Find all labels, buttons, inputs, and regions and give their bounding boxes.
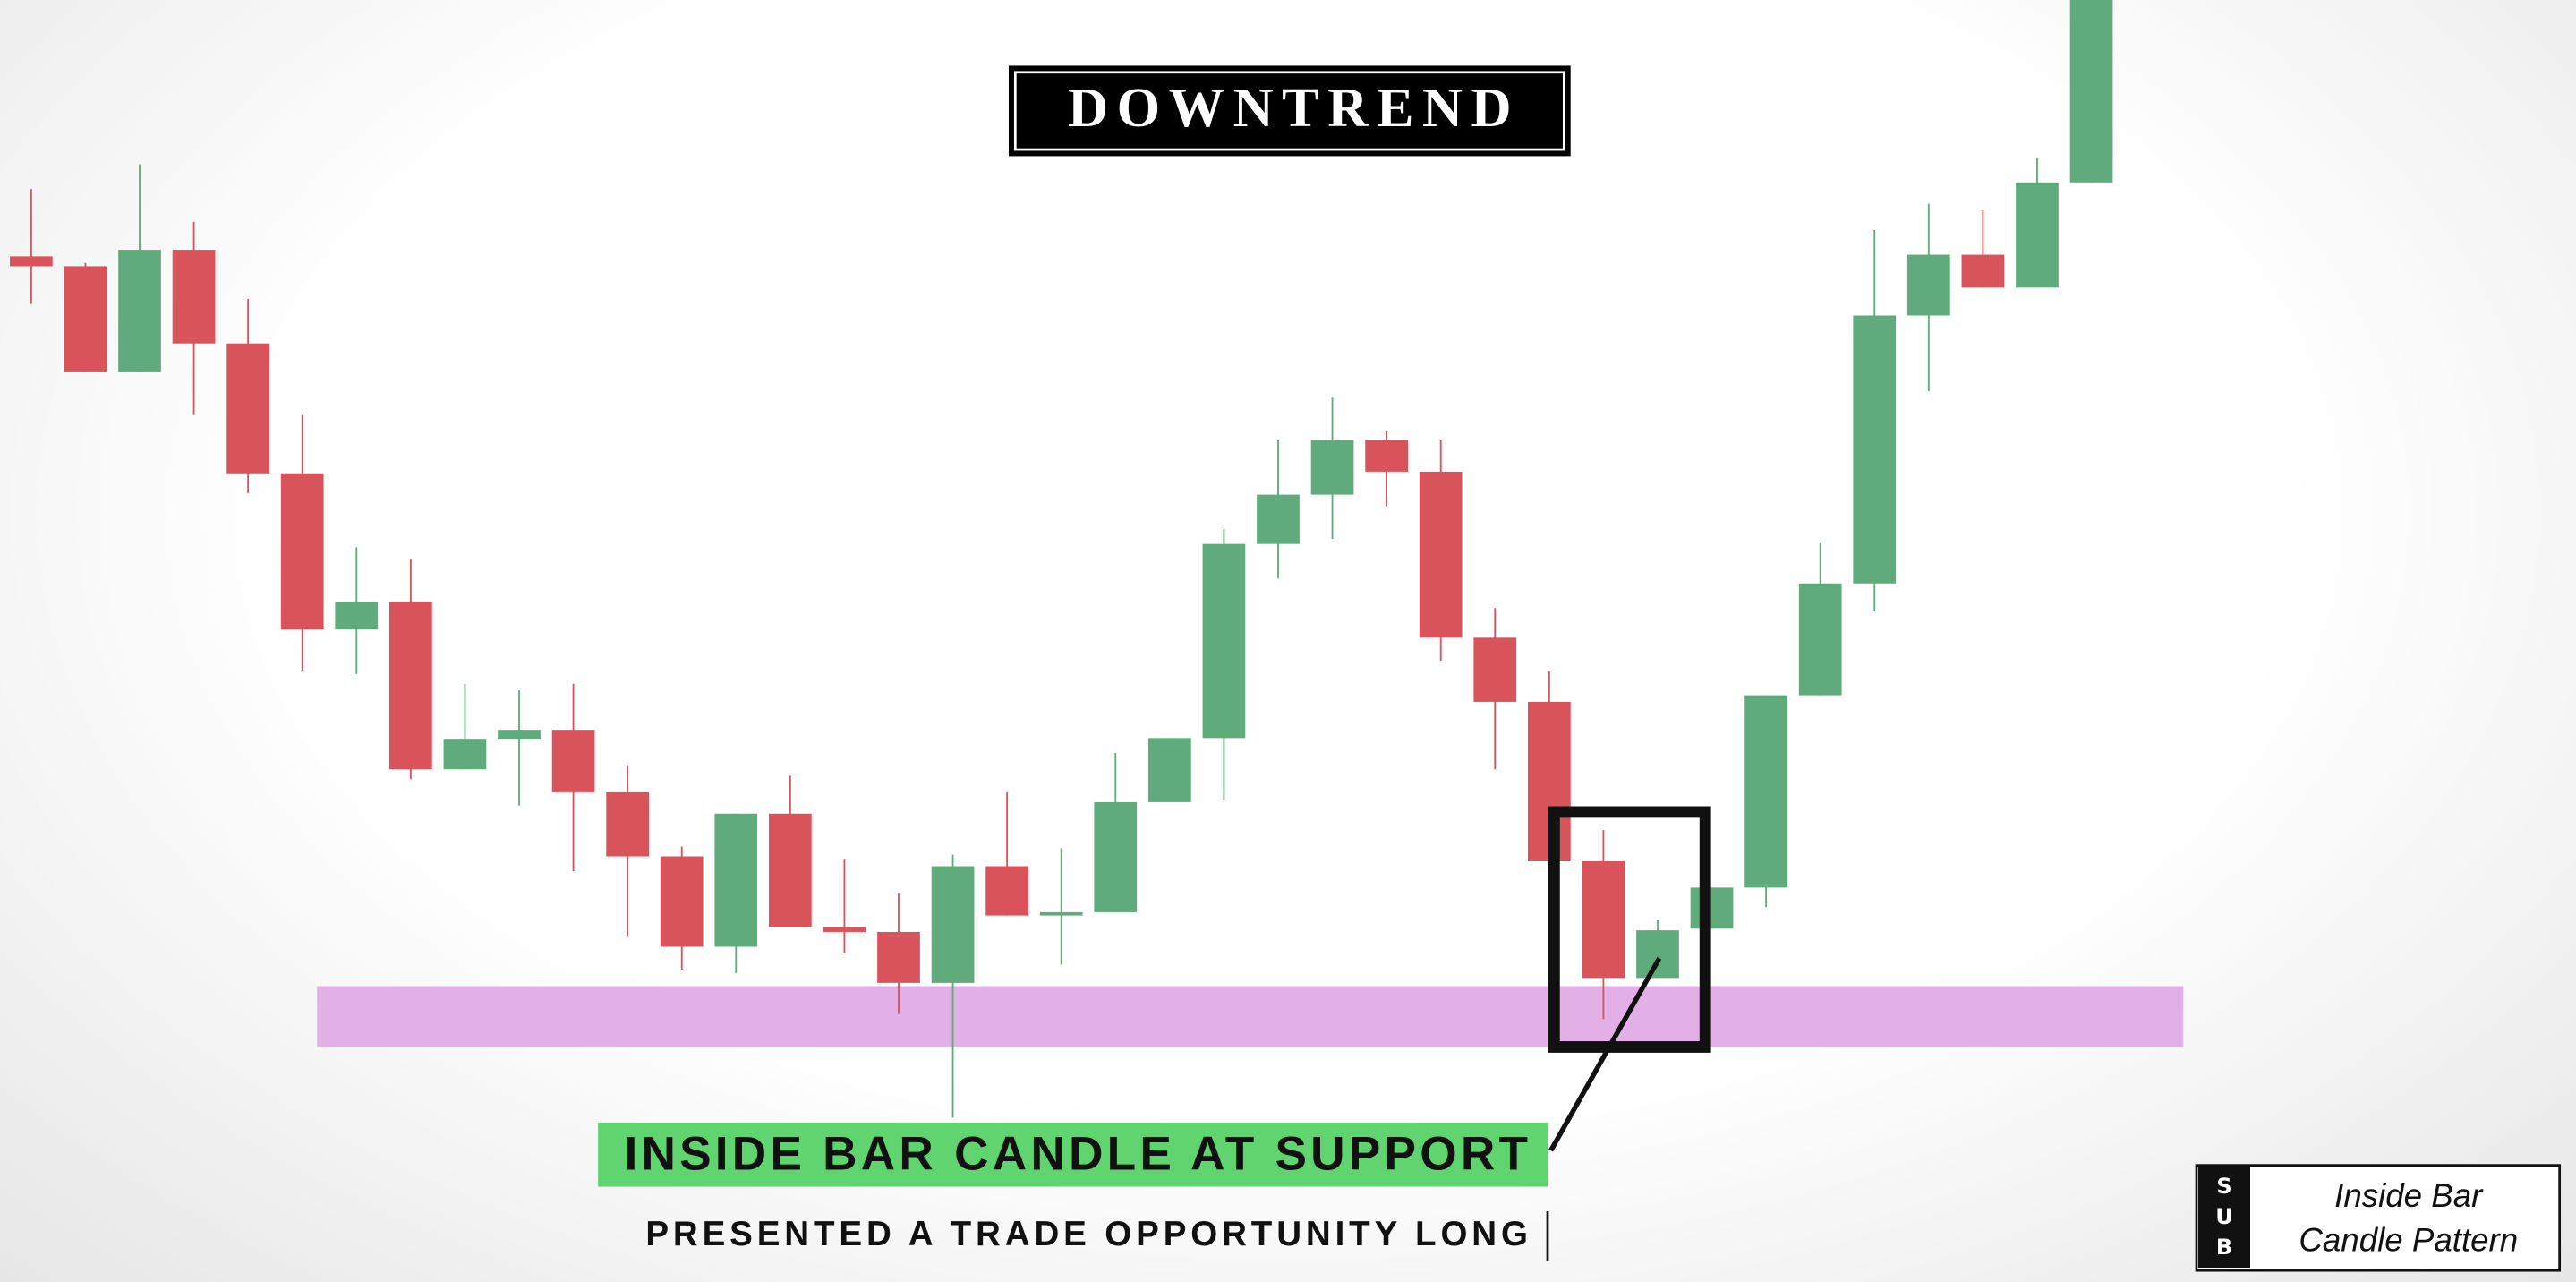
- candle-body: [1473, 637, 1517, 702]
- candle-body: [714, 813, 758, 947]
- candle-body: [2016, 182, 2059, 288]
- candle-body: [985, 866, 1028, 916]
- badge-line: Inside Bar: [2334, 1177, 2484, 1214]
- candle-body: [172, 250, 216, 344]
- annotation-box: [598, 1122, 1548, 1187]
- candle-body: [335, 601, 379, 630]
- annotation: INSIDE BAR CANDLE AT SUPPORT: [624, 1128, 1528, 1181]
- candle-body: [931, 866, 975, 983]
- candle-body: [1039, 911, 1083, 916]
- chart-title: DOWNTREND: [1068, 77, 1512, 139]
- highlight-box: [1548, 806, 1711, 1053]
- candle-body: [64, 266, 107, 372]
- candle-body: [1744, 695, 1787, 888]
- candle-body: [280, 473, 324, 630]
- candle-body: [1636, 930, 1679, 979]
- candle-body: [1202, 543, 1246, 739]
- candle-body: [1365, 440, 1408, 472]
- candle-body: [389, 601, 432, 770]
- candle-body: [877, 931, 920, 983]
- pointer-line: [1548, 956, 1662, 1152]
- candle-body: [1961, 254, 2005, 288]
- candles-layer: [10, 0, 2113, 1118]
- candle-body: [1582, 861, 1625, 979]
- candle-body: [606, 791, 650, 857]
- badge-box: [2195, 1164, 2562, 1272]
- candle-body: [1094, 801, 1138, 912]
- candle-body: [1906, 254, 1950, 316]
- candle-body: [1310, 440, 1354, 495]
- title-border: [1013, 71, 1565, 151]
- title-box: [1008, 65, 1571, 157]
- candle-body: [823, 927, 866, 932]
- candle-body: [498, 730, 541, 740]
- candle-body: [660, 856, 704, 947]
- support-zone: [317, 986, 2184, 1047]
- candle-body: [1798, 583, 1842, 696]
- subtitle: PRESENTED A TRADE OPPORTUNITY LONG: [645, 1215, 1528, 1253]
- candle-body: [768, 813, 812, 927]
- candle-body: [443, 739, 487, 770]
- candle-body: [226, 343, 270, 474]
- candle-body: [1257, 494, 1300, 544]
- candle-body: [10, 256, 53, 267]
- badge-letters: SUB: [2198, 1167, 2250, 1268]
- candle-body: [1853, 315, 1897, 584]
- candle-body: [1419, 471, 1463, 638]
- candle-body: [551, 730, 595, 792]
- candle-body: [118, 250, 161, 372]
- candle-body: [1147, 738, 1191, 802]
- candle-body: [2069, 0, 2113, 183]
- candle-body: [1690, 887, 1734, 929]
- badge-line: Candle Pattern: [2299, 1222, 2518, 1259]
- zone-layer: [317, 986, 2184, 1047]
